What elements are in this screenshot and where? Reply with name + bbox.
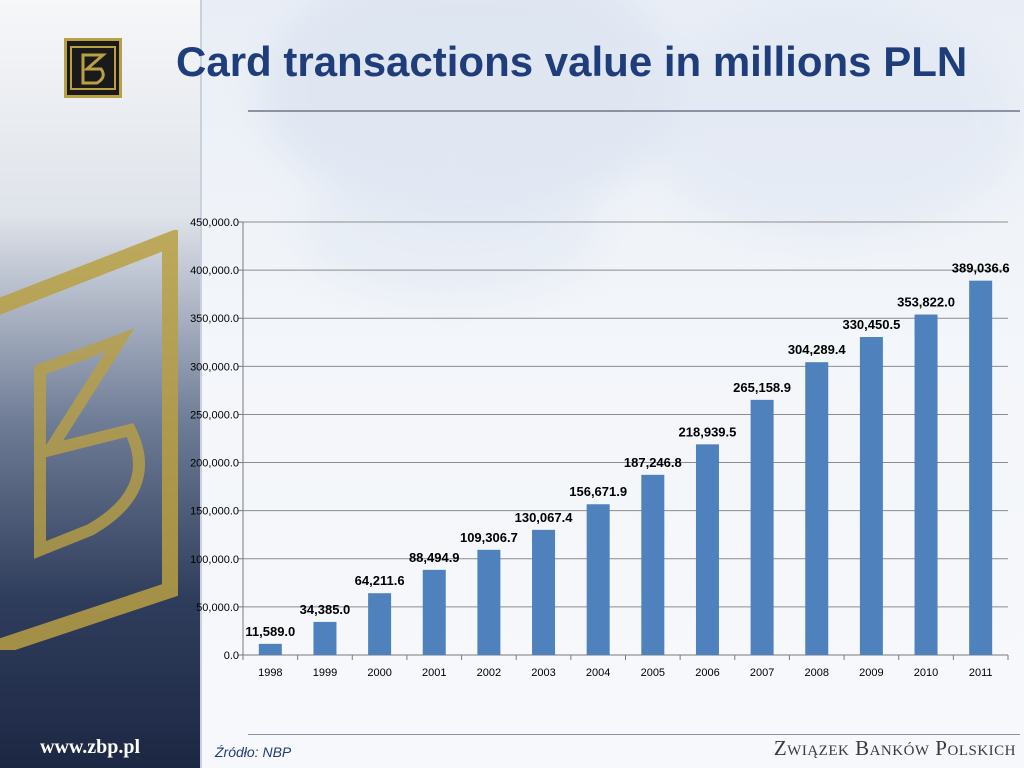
bar-value-label: 34,385.0 [300, 602, 351, 617]
footer-url: www.zbp.pl [40, 736, 141, 758]
x-tick-label: 2006 [695, 667, 719, 679]
x-tick-label: 1999 [313, 667, 337, 679]
bar [586, 504, 610, 655]
bars [258, 280, 993, 655]
x-tick-label: 1998 [258, 667, 282, 679]
bar-value-label: 353,822.0 [897, 295, 955, 310]
y-tick-label: 300,000.0 [190, 361, 239, 373]
bar [368, 593, 392, 655]
bar [258, 643, 282, 655]
y-tick-label: 350,000.0 [190, 313, 239, 325]
background-photo [640, 0, 1020, 240]
y-tick-label: 450,000.0 [190, 217, 239, 229]
bar-value-label: 218,939.5 [679, 424, 737, 439]
bar-value-label: 64,211.6 [355, 573, 405, 588]
organization-name: Związek Banków Polskich [773, 736, 1016, 760]
y-tick-label: 200,000.0 [190, 458, 239, 470]
bar-value-label: 304,289.4 [788, 342, 847, 357]
bar-value-label: 88,494.9 [409, 550, 460, 565]
bar [422, 569, 446, 655]
y-tick-label: 400,000.0 [190, 265, 239, 277]
gridlines [242, 221, 1008, 656]
slide-title: Card transactions value in millions PLN [176, 38, 968, 85]
bar-value-label: 109,306.7 [460, 530, 518, 545]
bar [641, 474, 665, 655]
footer-divider [248, 734, 1020, 735]
zbp-logo [64, 38, 122, 98]
y-tick-label: 0.0 [224, 650, 239, 662]
x-tick-label: 2002 [477, 667, 501, 679]
x-tick-label: 2008 [805, 667, 829, 679]
x-tick-label: 2004 [586, 667, 610, 679]
x-tick-label: 2011 [969, 667, 993, 679]
bar-value-label: 265,158.9 [733, 380, 791, 395]
y-axis-ticks: 0.0 50,000.0 100,000.0 150,000.0 200,000.0 25… [190, 217, 243, 662]
x-tick-label: 2007 [750, 667, 774, 679]
bar [750, 399, 774, 655]
bar [477, 549, 501, 655]
panel-divider [200, 0, 202, 768]
title-divider [248, 110, 1020, 112]
bar [695, 444, 719, 655]
bar [914, 314, 938, 655]
y-tick-label: 50,000.0 [196, 602, 239, 614]
data-labels: 11,589.0 34,385.0 64,211.6 88,494.9109,306.… [245, 261, 1009, 639]
bar-value-label: 130,067.4 [515, 510, 574, 525]
bar-value-label: 187,246.8 [624, 455, 682, 470]
x-tick-label: 2009 [859, 667, 883, 679]
background-photo [300, 160, 600, 300]
bar [859, 337, 883, 655]
bar [532, 529, 556, 655]
bar [805, 362, 829, 655]
x-tick-label: 2010 [914, 667, 938, 679]
y-tick-label: 250,000.0 [190, 409, 239, 421]
x-tick-label: 2003 [531, 667, 555, 679]
bar-value-label: 156,671.9 [569, 484, 627, 499]
zbp-emblem-watermark [0, 230, 178, 650]
bar [969, 280, 993, 655]
bar-value-label: 11,589.0 [245, 624, 295, 639]
source-note: Źródło: NBP [215, 744, 292, 760]
x-tick-label: 2005 [641, 667, 665, 679]
bar-value-label: 389,036.6 [952, 261, 1010, 276]
y-tick-label: 100,000.0 [190, 554, 239, 566]
bar [313, 621, 337, 655]
x-tick-label: 2001 [422, 667, 446, 679]
x-tick-label: 2000 [367, 667, 391, 679]
bar-value-label: 330,450.5 [842, 317, 900, 332]
x-axis-ticks: 1998 1999 2000 2001 2002 2003 2004 2005 2006 2007… [242, 655, 1009, 679]
y-tick-label: 150,000.0 [190, 506, 239, 518]
